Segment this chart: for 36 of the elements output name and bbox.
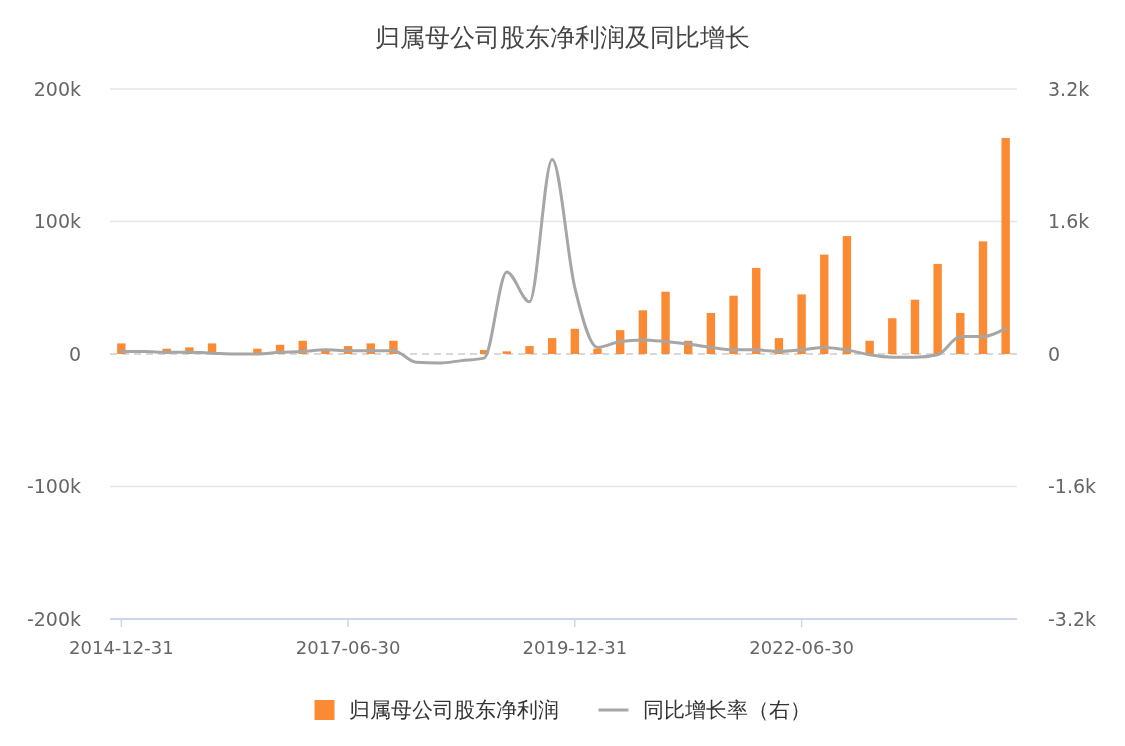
bar [888, 318, 897, 354]
y-tick-label: -200k [26, 607, 81, 630]
x-tick-label: 2017-06-30 [295, 637, 401, 658]
bar [956, 312, 965, 354]
bar [547, 338, 557, 354]
bar [797, 294, 806, 354]
bar [865, 340, 874, 354]
x-tick-label: 2022-06-30 [749, 637, 854, 658]
bar [502, 351, 512, 354]
bar [593, 348, 602, 354]
bar [661, 291, 670, 354]
bar [570, 328, 580, 354]
bar [933, 263, 942, 354]
y2-tick-label: -1.6k [1048, 475, 1097, 498]
bar [1001, 138, 1010, 354]
bar [842, 236, 852, 354]
chart-title: 归属母公司股东净利润及同比增长 [375, 23, 750, 52]
bar [820, 254, 829, 354]
bar [729, 295, 738, 354]
bar [978, 241, 988, 354]
x-tick-label: 2019-12-31 [522, 637, 628, 658]
y-tick-label: 100k [33, 210, 81, 233]
x-tick-label: 2014-12-31 [69, 637, 174, 658]
y-tick-label: 200k [33, 77, 81, 100]
bar [910, 299, 920, 354]
y-tick-label: -100k [26, 475, 81, 498]
y2-tick-label: 1.6k [1048, 210, 1090, 233]
bar [752, 267, 761, 354]
legend-label: 归属母公司股东净利润 [348, 698, 559, 723]
y2-tick-label: 0 [1048, 342, 1061, 365]
line-series [119, 157, 1008, 365]
bar [525, 346, 534, 354]
y-tick-label: 0 [68, 342, 81, 365]
y2-tick-label: -3.2k [1048, 607, 1097, 630]
y2-tick-label: 3.2k [1048, 77, 1090, 100]
legend-label: 同比增长率（右） [642, 698, 811, 723]
